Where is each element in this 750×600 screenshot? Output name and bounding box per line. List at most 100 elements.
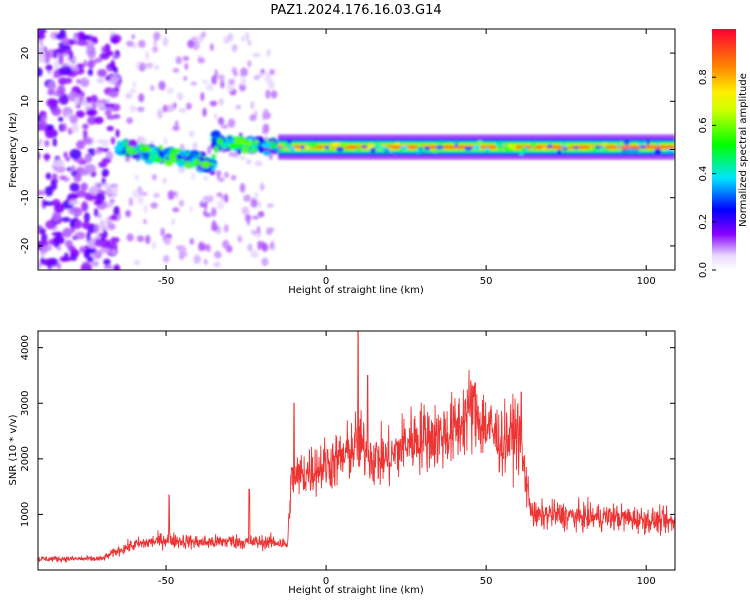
colorbar-tick-label: 0.2 — [698, 214, 709, 230]
heatmap-cell — [369, 147, 376, 153]
heatmap-cell — [68, 50, 74, 61]
heatmap-cell — [191, 153, 197, 159]
heatmap-cell — [257, 201, 262, 209]
heatmap-cell — [76, 79, 82, 84]
heatmap-cell — [245, 31, 250, 42]
heatmap-cell — [184, 160, 192, 169]
heatmap-cell — [188, 130, 195, 138]
heatmap-cell — [399, 146, 409, 150]
heatmap-cell — [52, 159, 65, 168]
heatmap-cell — [38, 114, 42, 122]
heatmap-cell — [192, 142, 198, 150]
heatmap-cell — [74, 96, 80, 106]
heatmap-cell — [158, 145, 164, 150]
x-tick-label: 50 — [480, 576, 493, 587]
heatmap-cell — [637, 142, 645, 146]
heatmap-cell — [53, 70, 59, 76]
heatmap-cell — [397, 149, 404, 153]
heatmap-cell — [202, 107, 207, 117]
heatmap-cell — [94, 116, 104, 125]
heatmap-cell — [94, 182, 99, 193]
colorbar-gradient — [712, 29, 736, 270]
heatmap-cell — [340, 142, 350, 147]
heatmap-cell — [44, 140, 50, 147]
y-tick-label: 1000 — [20, 502, 31, 527]
heatmap-cell — [240, 77, 247, 87]
heatmap-cell — [110, 59, 116, 71]
heatmap-cell — [191, 173, 196, 180]
heatmap-cell — [53, 49, 58, 59]
heatmap-cell — [270, 90, 278, 99]
heatmap-cell — [205, 195, 214, 203]
heatmap-cell — [239, 182, 246, 193]
heatmap-cell — [163, 237, 172, 246]
spectrogram-panel: -50 0 50 100 -20 -10 0 10 20 Height of straight… — [8, 28, 676, 296]
heatmap-cell — [250, 252, 259, 258]
heatmap-cell — [96, 77, 105, 84]
heatmap-cell — [542, 146, 546, 151]
heatmap-cell — [82, 221, 91, 230]
heatmap-cell — [222, 239, 230, 249]
heatmap-cell — [106, 125, 114, 132]
heatmap-cell — [280, 147, 285, 153]
heatmap-cell — [145, 234, 151, 245]
heatmap-cell — [68, 199, 79, 205]
heatmap-cell — [112, 54, 119, 60]
heatmap-cell — [57, 85, 66, 96]
heatmap-cell — [241, 36, 245, 42]
heatmap-cell — [241, 206, 250, 215]
heatmap-cell — [157, 109, 163, 120]
heatmap-cell — [223, 193, 229, 203]
heatmap-cell — [87, 116, 97, 125]
heatmap-cell — [204, 203, 208, 210]
heatmap-cell — [38, 151, 41, 160]
heatmap-cell — [103, 258, 111, 266]
heatmap-cell — [246, 159, 252, 165]
colorbar-tick-label: 0.6 — [698, 117, 709, 133]
heatmap-cell — [211, 137, 217, 145]
heatmap-cell — [269, 69, 275, 76]
heatmap-cell — [261, 257, 269, 267]
heatmap-cell — [60, 65, 73, 76]
heatmap-cell — [141, 191, 148, 197]
heatmap-cell — [106, 115, 116, 120]
heatmap-cell — [87, 68, 94, 76]
heatmap-cell — [138, 39, 146, 48]
heatmap-cell — [99, 247, 111, 254]
heatmap-cell — [51, 107, 62, 116]
heatmap-cell — [74, 65, 79, 72]
heatmap-cell — [523, 147, 530, 150]
heatmap-cell — [464, 146, 473, 151]
heatmap-cell — [216, 192, 223, 198]
heatmap-cell — [565, 143, 572, 147]
heatmap-cell — [211, 153, 216, 160]
heatmap-cell — [476, 140, 483, 145]
heatmap-cell — [261, 243, 269, 252]
heatmap-cell — [321, 147, 326, 151]
heatmap-cell — [265, 89, 271, 100]
heatmap-cell — [424, 146, 431, 151]
heatmap-cell — [235, 104, 242, 110]
heatmap-cell — [497, 146, 504, 150]
heatmap-cell — [38, 119, 48, 130]
heatmap-cell — [38, 142, 42, 147]
heatmap-cell — [58, 93, 69, 105]
heatmap-cell — [182, 56, 190, 61]
heatmap-cell — [146, 62, 154, 69]
heatmap-cell — [186, 102, 192, 110]
heatmap-cell — [94, 223, 100, 234]
heatmap-cell — [131, 189, 140, 199]
heatmap-cell — [602, 143, 608, 147]
heatmap-cell — [472, 145, 481, 150]
heatmap-cell — [213, 113, 218, 120]
snr-y-axis-label: SNR (10 * v/v) — [8, 414, 19, 485]
heatmap-cell — [152, 46, 158, 53]
heatmap-cell — [110, 249, 117, 255]
heatmap-cell — [82, 123, 89, 130]
heatmap-cell — [244, 214, 252, 222]
heatmap-cell — [288, 145, 294, 148]
heatmap-cell — [631, 148, 640, 152]
heatmap-cell — [562, 147, 568, 151]
heatmap-cell — [163, 137, 168, 146]
